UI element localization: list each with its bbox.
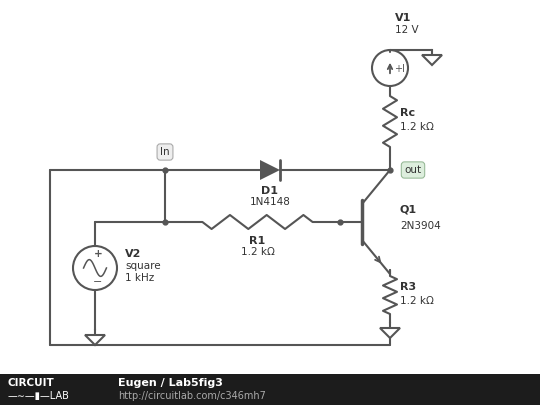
Text: square: square: [125, 261, 160, 271]
Polygon shape: [422, 55, 442, 65]
Polygon shape: [260, 160, 280, 180]
Polygon shape: [85, 335, 105, 345]
Text: V1: V1: [395, 13, 411, 23]
Text: +I: +I: [394, 64, 405, 74]
Text: R3: R3: [400, 282, 416, 292]
Text: http://circuitlab.com/c346mh7: http://circuitlab.com/c346mh7: [118, 391, 266, 401]
Text: 2N3904: 2N3904: [400, 221, 441, 231]
Text: 1.2 kΩ: 1.2 kΩ: [400, 296, 434, 306]
Text: In: In: [160, 147, 170, 157]
Text: out: out: [404, 165, 422, 175]
Text: 1 kHz: 1 kHz: [125, 273, 154, 283]
Text: 1.2 kΩ: 1.2 kΩ: [240, 247, 274, 257]
Text: V2: V2: [125, 249, 141, 259]
Text: —∼—▮—LAB: —∼—▮—LAB: [8, 391, 70, 401]
Text: D1: D1: [261, 186, 279, 196]
Text: Rc: Rc: [400, 109, 415, 119]
Text: +: +: [93, 249, 103, 259]
Text: Eugen / Lab5fig3: Eugen / Lab5fig3: [118, 378, 223, 388]
Text: R1: R1: [249, 236, 266, 246]
Text: 1N4148: 1N4148: [249, 197, 291, 207]
Text: CIRCUIT: CIRCUIT: [8, 378, 55, 388]
Text: Q1: Q1: [400, 205, 417, 215]
Text: 12 V: 12 V: [395, 25, 418, 35]
Polygon shape: [380, 328, 400, 338]
Text: −: −: [93, 277, 103, 287]
Bar: [0, 374, 540, 405]
Text: 1.2 kΩ: 1.2 kΩ: [400, 122, 434, 132]
